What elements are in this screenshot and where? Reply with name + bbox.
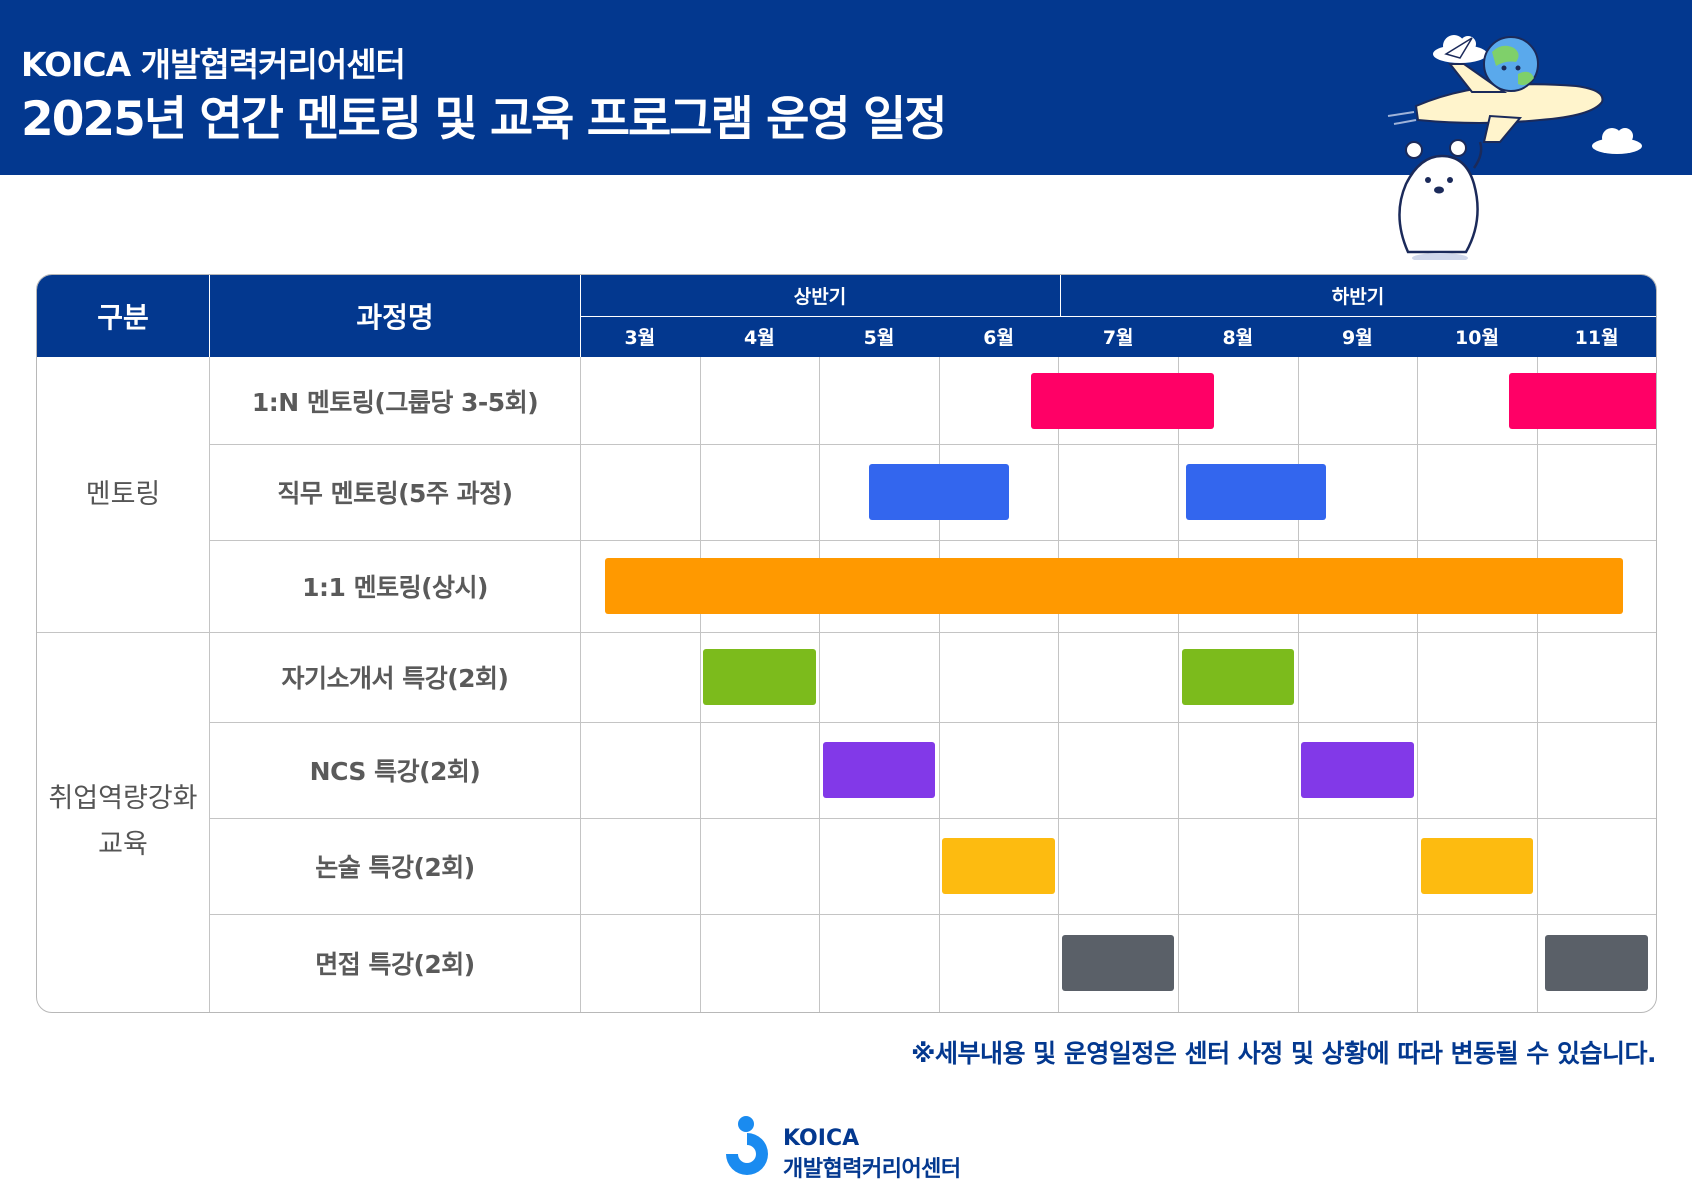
- category-job-skills: 취업역량강화 교육: [37, 632, 209, 1012]
- header-divider: [209, 275, 210, 357]
- grid-line: [938, 357, 940, 1012]
- schedule-bar: [1301, 742, 1414, 798]
- grid-line: [210, 444, 1656, 445]
- header-divider: [1060, 275, 1061, 316]
- program-label: 1:1 멘토링(상시): [302, 573, 488, 602]
- page-title: 2025년 연간 멘토링 및 교육 프로그램 운영 일정: [21, 92, 947, 147]
- footer-logo-subtitle: 개발협력커리어센터: [783, 1157, 961, 1182]
- grid-line: [819, 357, 821, 1012]
- program-label: 면접 특강(2회): [315, 950, 475, 979]
- paper-plane-icon: [1444, 37, 1473, 59]
- month-header: 4월: [744, 327, 775, 349]
- grid-line: [699, 357, 701, 1012]
- org-name: KOICA 개발협력커리어센터: [21, 45, 406, 84]
- schedule-bar: [869, 464, 1010, 520]
- month-header: 8월: [1222, 327, 1254, 349]
- grid-line: [1417, 357, 1419, 1012]
- grid-line: [210, 818, 1656, 819]
- globe-icon: [1483, 36, 1539, 92]
- grid-line: [1058, 357, 1060, 1012]
- footer-logo-name: KOICA: [783, 1126, 860, 1151]
- grid-line: [210, 914, 1656, 915]
- schedule-bar: [1030, 372, 1214, 429]
- category-column-header: 구분: [97, 301, 149, 334]
- header-banner: KOICA 개발협력커리어센터 2025년 연간 멘토링 및 교육 프로그램 운…: [0, 0, 1692, 175]
- schedule-bar: [1420, 838, 1534, 894]
- schedule-bar: [605, 558, 1623, 614]
- schedule-bar: [942, 838, 1055, 894]
- header-divider: [580, 316, 1656, 317]
- grid-line: [1178, 357, 1179, 1012]
- disclaimer-note: ※세부내용 및 운영일정은 센터 사정 및 상황에 따라 변동될 수 있습니다.: [911, 1039, 1656, 1068]
- program-label: 1:N 멘토링(그룹당 3-5회): [251, 387, 539, 417]
- grid-line: [210, 722, 1656, 723]
- program-column-header: 과정명: [356, 301, 434, 334]
- month-header: 10월: [1455, 327, 1499, 349]
- category-mentoring: 멘토링: [85, 478, 161, 510]
- grid-line: [1297, 357, 1299, 1012]
- schedule-bar: [703, 649, 816, 705]
- grid-line: [37, 632, 1656, 633]
- first-half-header: 상반기: [793, 286, 847, 308]
- schedule-bar: [1061, 935, 1175, 991]
- program-label: 자기소개서 특강(2회): [281, 664, 509, 693]
- month-header: 3월: [624, 327, 656, 349]
- airplane-icon: [1387, 63, 1604, 143]
- koica-logo-icon: [726, 1116, 768, 1175]
- month-header: 9월: [1342, 327, 1373, 349]
- month-header: 5월: [863, 327, 895, 349]
- schedule-bar: [1186, 464, 1327, 520]
- month-header: 7월: [1102, 327, 1134, 349]
- second-half-header: 하반기: [1331, 286, 1385, 308]
- schedule-bar: [1545, 935, 1649, 991]
- schedule-bar: [1181, 649, 1294, 705]
- program-label: 직무 멘토링(5주 과정): [277, 479, 513, 508]
- schedule-bar: [822, 742, 936, 798]
- category-job-skills-line1: 취업역량강화: [48, 783, 198, 814]
- bear-mascot: [1398, 139, 1483, 260]
- mascot-illustration: [1387, 35, 1642, 260]
- category-job-skills-line2: 교육: [98, 829, 148, 860]
- schedule-bar: [1509, 372, 1656, 429]
- grid-line: [210, 540, 1656, 541]
- month-header: 11월: [1574, 327, 1619, 349]
- schedule-table: 구분 과정명 상반기 하반기 3월 4월 5월 6월 7월 8월 9월 10월 11월 멘토링 …: [36, 274, 1657, 1013]
- table-header: 구분 과정명 상반기 하반기 3월 4월 5월 6월 7월 8월 9월 10월 11월: [37, 275, 1656, 357]
- grid-line: [209, 357, 210, 1012]
- program-label: 논술 특강(2회): [315, 853, 475, 882]
- program-label: NCS 특강(2회): [309, 757, 481, 786]
- month-header: 6월: [983, 327, 1014, 349]
- grid-line: [1536, 357, 1538, 1012]
- grid-line: [580, 357, 581, 1012]
- cloud-icon: [1592, 128, 1642, 154]
